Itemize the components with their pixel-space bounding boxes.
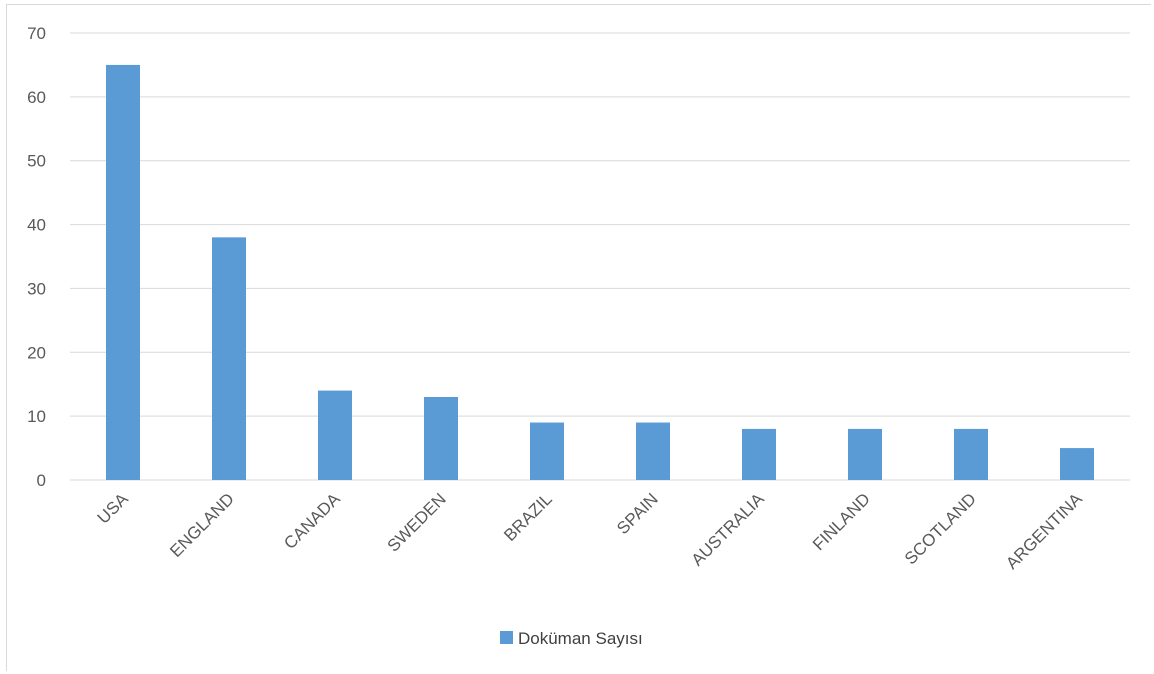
bar-australia [742, 428, 776, 480]
x-axis-ticks: USA ENGLAND CANADA SWEDEN BRAZIL SPAIN AUSTRAL… [94, 489, 1087, 573]
y-tick-label: 60 [27, 88, 46, 107]
chart-frame [6, 4, 1151, 671]
bar-spain [636, 422, 670, 480]
y-tick-label: 20 [27, 343, 46, 362]
x-tick-label: SPAIN [613, 489, 662, 538]
bar-usa [106, 64, 140, 480]
x-tick-label: ARGENTINA [1002, 489, 1086, 573]
y-axis-ticks: 0 10 20 30 40 50 60 70 [27, 24, 46, 490]
bar-finland [848, 428, 882, 480]
x-tick-label: SWEDEN [384, 489, 450, 555]
y-tick-label: 40 [27, 216, 46, 235]
bar-scotland [954, 428, 988, 480]
bar-canada [318, 390, 352, 480]
x-tick-label: ENGLAND [166, 489, 238, 561]
y-tick-label: 50 [27, 152, 46, 171]
x-tick-label: FINLAND [809, 489, 874, 554]
bar-sweden [424, 396, 458, 480]
bars [106, 64, 1094, 480]
x-tick-label: BRAZIL [500, 489, 556, 545]
bar-england [212, 237, 246, 480]
y-tick-label: 0 [37, 471, 46, 490]
y-tick-label: 30 [27, 279, 46, 298]
y-tick-label: 10 [27, 407, 46, 426]
y-tick-label: 70 [27, 24, 46, 43]
legend-swatch [500, 631, 513, 644]
x-tick-label: USA [94, 489, 133, 528]
bar-brazil [530, 422, 564, 480]
x-tick-label: AUSTRALIA [688, 489, 769, 570]
legend-label: Doküman Sayısı [518, 629, 643, 648]
gridlines [70, 32, 1130, 481]
bar-argentina [1060, 448, 1094, 480]
x-tick-label: SCOTLAND [901, 489, 980, 568]
legend: Doküman Sayısı [500, 629, 643, 648]
x-tick-label: CANADA [280, 489, 344, 553]
